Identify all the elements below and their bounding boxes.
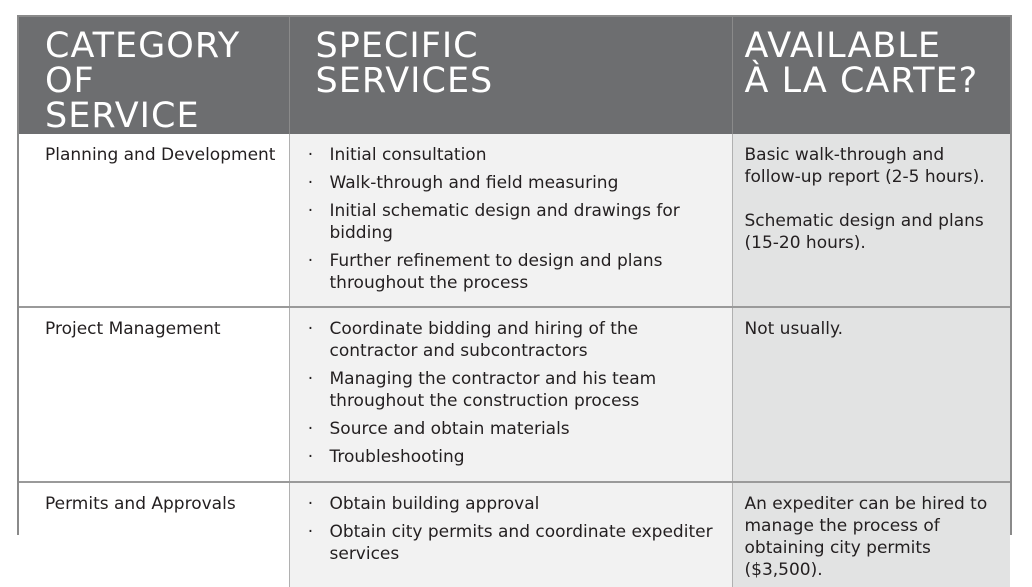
services-list: Initial consultation Walk-through and fi…: [304, 144, 722, 294]
service-item: Obtain building approval: [304, 493, 722, 515]
service-item: Coordinate bidding and hiring of the con…: [304, 318, 722, 362]
services-cell: Obtain building approval Obtain city per…: [289, 482, 733, 587]
table-row: Planning and Development Initial consult…: [19, 134, 1010, 308]
table-row: Permits and Approvals Obtain building ap…: [19, 482, 1010, 587]
services-list: Coordinate bidding and hiring of the con…: [304, 318, 722, 468]
a-la-carte-cell: Not usually.: [732, 307, 1010, 483]
a-la-carte-note: An expediter can be hired to manage the …: [744, 494, 988, 580]
a-la-carte-cell: An expediter can be hired to manage the …: [732, 482, 1010, 587]
header-a-la-carte: AVAILABLE À LA CARTE?: [732, 17, 1010, 134]
a-la-carte-note: Schematic design and plans (15-20 hours)…: [744, 211, 984, 253]
service-item: Managing the contractor and his team thr…: [304, 368, 722, 412]
service-item: Initial schematic design and drawings fo…: [304, 200, 722, 244]
service-item: Source and obtain materials: [304, 418, 722, 440]
service-item: Walk-through and field measuring: [304, 172, 722, 194]
service-item: Initial consultation: [304, 144, 722, 166]
services-cell: Coordinate bidding and hiring of the con…: [289, 307, 733, 483]
services-table: CATEGORY OF SERVICE SPECIFIC SERVICES AV…: [19, 17, 1010, 587]
a-la-carte-cell: Basic walk-through and follow-up report …: [732, 134, 1010, 308]
category-cell: Permits and Approvals: [19, 482, 290, 587]
category-cell: Project Management: [19, 307, 290, 483]
services-cell: Initial consultation Walk-through and fi…: [289, 134, 733, 308]
category-cell: Planning and Development: [19, 134, 290, 308]
header-specific-services: SPECIFIC SERVICES: [289, 17, 733, 134]
service-item: Obtain city permits and coordinate exped…: [304, 521, 722, 565]
a-la-carte-note: Basic walk-through and follow-up report …: [744, 145, 985, 187]
service-item: Further refinement to design and plans t…: [304, 250, 722, 294]
a-la-carte-note: Not usually.: [744, 319, 844, 339]
service-item: Troubleshooting: [304, 446, 722, 468]
services-list: Obtain building approval Obtain city per…: [304, 493, 722, 565]
table-row: Project Management Coordinate bidding an…: [19, 307, 1010, 483]
services-table-frame: CATEGORY OF SERVICE SPECIFIC SERVICES AV…: [17, 15, 1012, 587]
header-row: CATEGORY OF SERVICE SPECIFIC SERVICES AV…: [19, 17, 1010, 134]
header-category: CATEGORY OF SERVICE: [19, 17, 290, 134]
